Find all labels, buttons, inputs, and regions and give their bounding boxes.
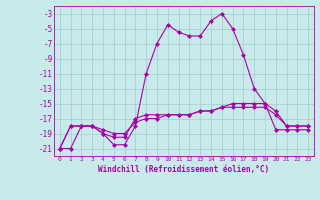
X-axis label: Windchill (Refroidissement éolien,°C): Windchill (Refroidissement éolien,°C) xyxy=(99,165,269,174)
